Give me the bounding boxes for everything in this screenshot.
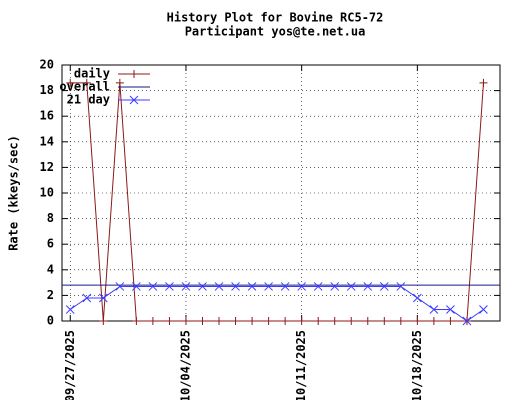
point	[264, 317, 273, 325]
x-tick-label: 10/18/2025	[410, 330, 424, 400]
y-tick-label: 0	[47, 314, 54, 328]
point	[396, 317, 405, 325]
y-tick-label: 8	[47, 211, 54, 225]
point	[363, 282, 373, 291]
legend-label: 21 day	[67, 93, 110, 107]
point	[231, 282, 240, 291]
point	[396, 282, 406, 291]
point	[148, 282, 158, 291]
point	[198, 282, 207, 291]
x-tick-label: 10/04/2025	[178, 330, 192, 400]
point	[379, 282, 389, 291]
point	[330, 317, 339, 325]
y-tick-label: 18	[40, 83, 54, 97]
point	[132, 317, 141, 325]
point	[248, 317, 257, 325]
point	[446, 305, 455, 314]
point	[479, 78, 488, 87]
point	[66, 78, 75, 87]
point	[148, 317, 157, 325]
point	[446, 317, 455, 325]
point	[280, 282, 290, 291]
y-tick-label: 4	[47, 262, 54, 276]
legend-marker	[130, 70, 138, 78]
point	[181, 317, 190, 325]
y-tick-label: 16	[40, 109, 54, 123]
point	[264, 282, 273, 291]
series-line	[69, 285, 484, 322]
point	[82, 78, 91, 87]
point	[429, 305, 439, 314]
point	[330, 282, 340, 291]
y-tick-label: 2	[47, 288, 54, 302]
point	[98, 293, 108, 303]
point	[346, 282, 356, 291]
point	[363, 317, 372, 325]
point	[115, 78, 124, 87]
point	[181, 282, 191, 291]
point	[214, 282, 224, 291]
point	[215, 317, 224, 325]
legend-label: daily	[74, 67, 110, 81]
point	[132, 282, 141, 291]
point	[380, 317, 389, 325]
point	[347, 317, 356, 325]
x-tick-label: 09/27/2025	[63, 330, 77, 400]
chart-subtitle: Participant yos@te.net.ua	[185, 25, 366, 39]
point	[115, 282, 125, 291]
point	[413, 317, 422, 325]
legend-marker	[129, 95, 139, 105]
y-tick-label: 20	[40, 58, 54, 72]
point	[165, 282, 174, 291]
y-tick-label: 6	[47, 237, 54, 251]
point	[429, 317, 438, 325]
point	[462, 316, 472, 326]
point	[297, 282, 307, 291]
y-tick-label: 10	[40, 186, 54, 200]
point	[313, 282, 323, 291]
legend-label: overall	[59, 80, 110, 94]
x-tick-label: 10/11/2025	[294, 330, 308, 400]
point	[231, 317, 240, 325]
point	[247, 282, 257, 291]
y-axis-label: Rate (kkeys/sec)	[7, 135, 21, 251]
point	[281, 317, 290, 325]
chart-title: History Plot for Bovine RC5-72	[167, 11, 384, 25]
y-tick-label: 12	[40, 160, 54, 174]
point	[479, 305, 488, 314]
point	[314, 317, 323, 325]
point	[165, 317, 174, 325]
point	[65, 305, 75, 314]
point	[198, 317, 207, 325]
y-tick-label: 14	[40, 134, 54, 148]
point	[99, 317, 108, 325]
point	[413, 293, 422, 303]
point	[297, 317, 306, 325]
point	[82, 293, 92, 303]
